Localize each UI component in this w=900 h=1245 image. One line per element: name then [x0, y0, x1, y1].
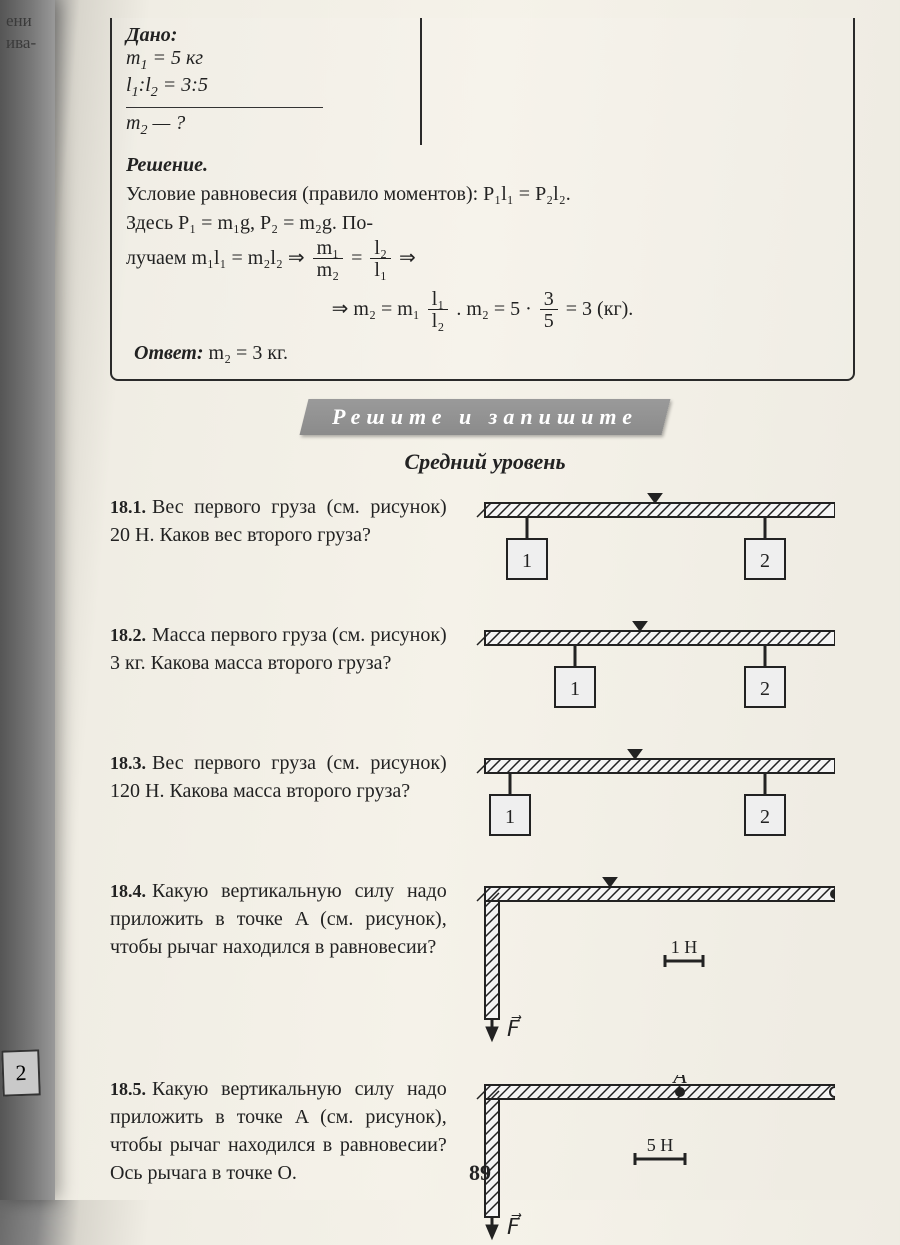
problem-row: 18.1.Вес первого груза (см. рисунок) 20 …	[110, 493, 860, 593]
worked-example-box: Дано: m1 = 5 кг l1:l2 = 3:5 m2 — ? Решен…	[110, 18, 855, 381]
fraction: l₁l₂	[428, 289, 449, 332]
svg-text:1 Н: 1 Н	[670, 937, 697, 957]
svg-text:F⃗: F⃗	[507, 1213, 522, 1239]
solution-column: Решение. Условие равновесия (правило мом…	[112, 145, 599, 285]
answer-label: Ответ:	[134, 342, 204, 364]
given-line: m1 = 5 кг	[126, 47, 408, 74]
text-fragment: ени	[6, 10, 50, 32]
math-text: ⇒	[399, 247, 416, 269]
level-label: Средний уровень	[110, 449, 860, 475]
page-number: 89	[70, 1160, 890, 1186]
math-text: . m₂ = 5 ·	[456, 298, 531, 320]
svg-text:2: 2	[760, 550, 770, 572]
problem-row: 18.4.Какую вертикальную силу надо прилож…	[110, 877, 860, 1047]
given-header: Дано:	[126, 24, 408, 47]
solution-line: ⇒ m₂ = m₁ l₁l₂ . m₂ = 5 · 35 = 3 (кг).	[134, 289, 831, 332]
answer-value: m₂ = 3 кг.	[209, 342, 288, 364]
math-text: =	[351, 247, 362, 269]
fraction: 35	[540, 289, 558, 332]
svg-text:2: 2	[760, 678, 770, 700]
answer-line: Ответ: m₂ = 3 кг.	[134, 338, 831, 369]
fraction: m₁m₂	[313, 238, 344, 281]
problem-text: 18.2.Масса первого груза (см. рисунок) 3…	[110, 621, 447, 677]
svg-text:5 Н: 5 Н	[646, 1135, 673, 1155]
problem-row: 18.3.Вес первого груза (см. рисунок) 120…	[110, 749, 860, 849]
text-fragment: ива-	[6, 32, 50, 54]
problem-number: 18.1.	[110, 497, 146, 517]
problem-number: 18.5.	[110, 1079, 146, 1099]
svg-text:2: 2	[760, 806, 770, 828]
given-column: Дано: m1 = 5 кг l1:l2 = 3:5 m2 — ?	[112, 18, 422, 145]
page-content: Дано: m1 = 5 кг l1:l2 = 3:5 m2 — ? Решен…	[70, 0, 890, 1200]
given-line: l1:l2 = 3:5	[126, 74, 408, 101]
fraction: l₂l₁	[370, 238, 391, 281]
problem-row: 18.2.Масса первого груза (см. рисунок) 3…	[110, 621, 860, 721]
problem-number: 18.2.	[110, 625, 146, 645]
solution-line: Условие равновесия (правило моментов): P…	[126, 180, 585, 209]
svg-text:A: A	[671, 1075, 687, 1088]
solution-continuation: ⇒ m₂ = m₁ l₁l₂ . m₂ = 5 · 35 = 3 (кг). О…	[112, 285, 853, 379]
problem-text: 18.4.Какую вертикальную силу надо прилож…	[110, 877, 447, 961]
math-text: = 3 (кг).	[566, 298, 634, 320]
solution-line: Здесь P₁ = m₁g, P₂ = m₂g. По-	[126, 209, 585, 238]
problem-figure: A F⃗ 1 Н	[447, 877, 860, 1047]
svg-text:1: 1	[570, 678, 580, 700]
prev-page-box-fragment: 2	[1, 1049, 41, 1096]
math-text: ⇒ m₂ = m₁	[332, 298, 420, 320]
problem-number: 18.3.	[110, 753, 146, 773]
problems-list: 18.1.Вес первого груза (см. рисунок) 20 …	[110, 493, 860, 1245]
problem-figure: 1 2	[447, 621, 860, 721]
solution-line: лучаем m₁l₁ = m₂l₂ ⇒ m₁m₂ = l₂l₁ ⇒	[126, 238, 585, 281]
problem-figure: 1 2	[447, 749, 860, 849]
math-text: лучаем m₁l₁ = m₂l₂ ⇒	[126, 247, 305, 269]
problem-figure: 1 2	[447, 493, 860, 593]
svg-text:F⃗: F⃗	[507, 1015, 522, 1041]
svg-text:1: 1	[505, 806, 515, 828]
problem-number: 18.4.	[110, 881, 146, 901]
solution-header: Решение.	[126, 151, 585, 180]
section-banner: Решите и запишите	[110, 399, 860, 435]
divider	[126, 107, 323, 108]
problem-text: 18.3.Вес первого груза (см. рисунок) 120…	[110, 749, 447, 805]
find-line: m2 — ?	[126, 112, 408, 139]
book-gutter	[0, 0, 55, 1200]
banner-text: Решите и запишите	[332, 404, 638, 430]
svg-text:1: 1	[522, 550, 532, 572]
prev-page-peek: ени ива-	[0, 10, 50, 54]
problem-text: 18.1.Вес первого груза (см. рисунок) 20 …	[110, 493, 447, 549]
